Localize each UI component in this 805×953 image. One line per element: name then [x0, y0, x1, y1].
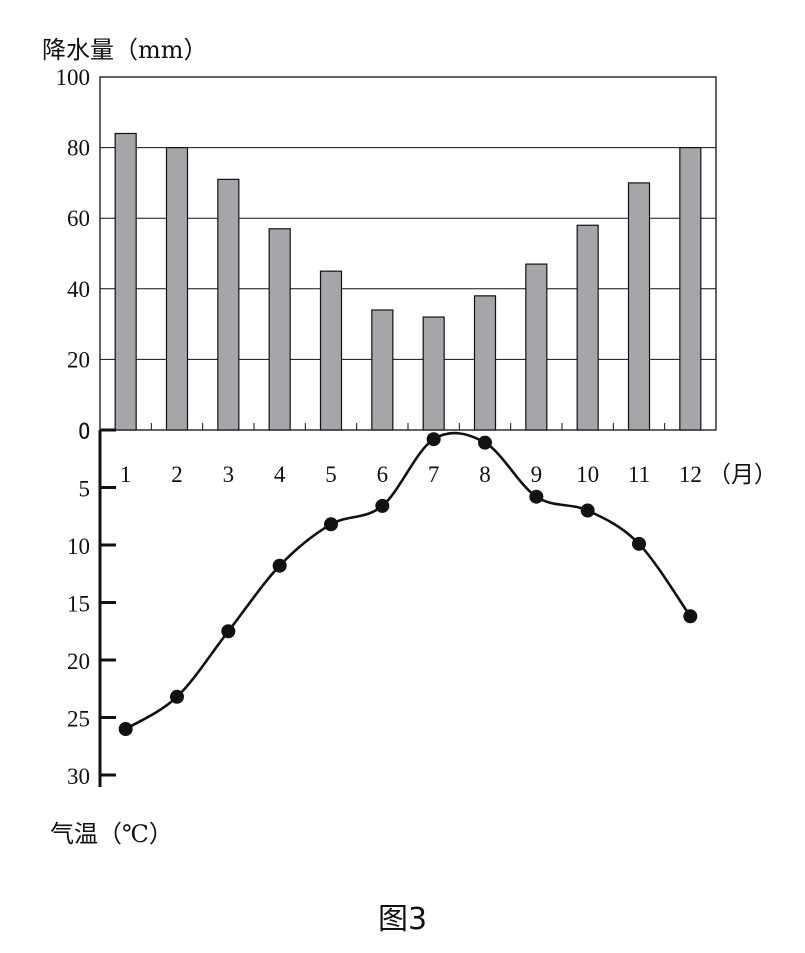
month-tick-label: 12 — [679, 462, 702, 487]
precipitation-bar — [371, 309, 394, 431]
temperature-axis-title: 气温（℃） — [50, 820, 173, 848]
month-tick-label: 3 — [223, 462, 235, 487]
month-tick-label: 2 — [171, 462, 183, 487]
precipitation-bar — [217, 178, 240, 431]
precipitation-axis-title: 降水量（mm） — [42, 36, 208, 64]
figure-caption: 图3 — [377, 902, 428, 937]
precipitation-bar — [627, 182, 651, 431]
temperature-tick-label: 25 — [67, 707, 90, 732]
temperature-tick-label: 20 — [67, 649, 90, 674]
temperature-point — [324, 517, 338, 532]
precipitation-tick-label: 60 — [67, 206, 90, 231]
precipitation-bar — [165, 147, 189, 431]
precipitation-bar — [525, 263, 548, 431]
temperature-tick-label: 10 — [67, 534, 90, 559]
temperature-point — [529, 489, 544, 504]
temperature-point — [118, 722, 133, 736]
month-tick-label: 4 — [274, 462, 286, 487]
temperature-curve — [124, 431, 692, 731]
precipitation-tick-label: 80 — [67, 136, 90, 161]
temperature-point — [170, 689, 184, 704]
precipitation-tick-label: 20 — [67, 347, 90, 372]
temperature-tick-label: 30 — [67, 764, 90, 789]
temperature-point — [478, 435, 492, 450]
month-tick-label: 6 — [377, 462, 389, 487]
precipitation-bar — [679, 147, 702, 431]
month-tick-label: 10 — [576, 462, 599, 487]
precipitation-bar — [576, 224, 599, 431]
temperature-tick-label: 0 — [79, 419, 91, 444]
month-tick-label: 5 — [325, 462, 337, 487]
month-unit-label: （月） — [708, 462, 777, 487]
precipitation-bar — [473, 295, 497, 431]
precipitation-bar — [319, 270, 343, 431]
temperature-tick-label: 15 — [67, 592, 90, 617]
precipitation-tick-label: 0 — [79, 418, 91, 443]
precipitation-tick-label: 100 — [56, 65, 91, 90]
month-tick-label: 7 — [428, 462, 440, 487]
temperature-point — [426, 432, 441, 447]
temperature-point — [375, 498, 390, 513]
temperature-point — [221, 624, 236, 639]
month-tick-label: 11 — [628, 462, 650, 487]
precipitation-plot-frame — [99, 76, 717, 431]
temperature-point — [683, 609, 698, 624]
temperature-point — [580, 503, 595, 518]
precipitation-tick-label: 40 — [67, 277, 90, 302]
month-tick-label: 9 — [531, 462, 543, 487]
month-tick-label: 8 — [479, 462, 491, 487]
precipitation-bar — [114, 132, 137, 431]
temperature-point — [272, 558, 287, 573]
temperature-tick-label: 5 — [79, 477, 91, 502]
precipitation-bar — [422, 316, 445, 431]
temperature-point — [632, 536, 646, 551]
month-tick-label: 1 — [120, 462, 132, 487]
precipitation-bar — [268, 228, 291, 431]
